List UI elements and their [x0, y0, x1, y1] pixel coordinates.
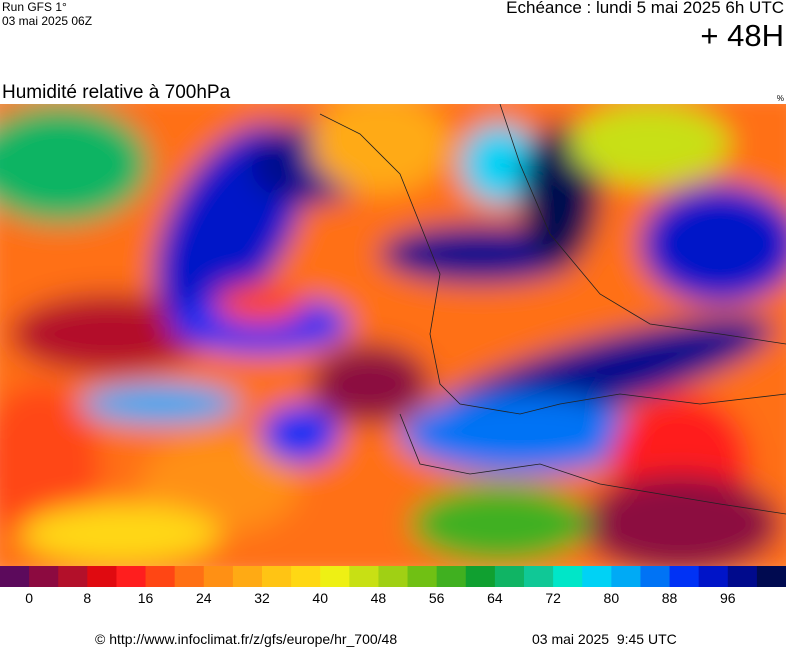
- color-box: [232, 566, 263, 587]
- scale-label: 80: [604, 590, 620, 606]
- color-box: [582, 566, 612, 587]
- color-box: [349, 566, 379, 587]
- scale-label: 0: [25, 590, 33, 606]
- scale-label: 64: [487, 590, 503, 606]
- humidity-map: [0, 104, 786, 566]
- scale-label: 40: [312, 590, 328, 606]
- color-box: [756, 566, 786, 587]
- color-scale: 0 8 16 24 32 40 48 56 64 72 80 88 96: [0, 566, 786, 606]
- forecast-time: Echéance : lundi 5 mai 2025 6h UTC: [506, 0, 784, 17]
- scale-label: 56: [429, 590, 445, 606]
- scale-label: 8: [83, 590, 91, 606]
- color-box: [640, 566, 671, 587]
- color-box: [553, 566, 583, 587]
- color-box: [611, 566, 641, 587]
- run-date: 03 mai 2025 06Z: [2, 14, 93, 28]
- color-box: [727, 566, 758, 587]
- run-label: Run GFS 1°: [2, 0, 67, 14]
- color-box: [29, 566, 59, 587]
- color-box: [698, 566, 729, 587]
- color-box: [145, 566, 176, 587]
- color-box: [407, 566, 438, 587]
- color-box: [320, 566, 350, 587]
- color-box: [378, 566, 409, 587]
- unit: %: [776, 94, 784, 103]
- scale-label: 32: [254, 590, 270, 606]
- scale-label: 24: [196, 590, 212, 606]
- color-box: [203, 566, 234, 587]
- color-box: [0, 566, 30, 587]
- color-box: [116, 566, 147, 587]
- issued-time: 03 mai 2025 9:45 UTC: [532, 631, 677, 647]
- scale-label: 96: [720, 590, 736, 606]
- color-box: [58, 566, 88, 587]
- color-box: [87, 566, 117, 587]
- color-box: [669, 566, 700, 587]
- map-title: Humidité relative à 700hPa: [2, 82, 231, 103]
- color-box: [174, 566, 205, 587]
- color-box: [262, 566, 292, 587]
- scale-label: 88: [662, 590, 678, 606]
- color-box: [465, 566, 496, 587]
- color-box: [436, 566, 467, 587]
- source: © http://www.infoclimat.fr/z/gfs/europe/…: [95, 631, 398, 647]
- color-box: [524, 566, 554, 587]
- scale-label: 72: [545, 590, 561, 606]
- scale-label: 48: [371, 590, 387, 606]
- color-box: [291, 566, 321, 587]
- lead-time: + 48H: [700, 18, 784, 53]
- scale-label: 16: [138, 590, 154, 606]
- color-box: [494, 566, 525, 587]
